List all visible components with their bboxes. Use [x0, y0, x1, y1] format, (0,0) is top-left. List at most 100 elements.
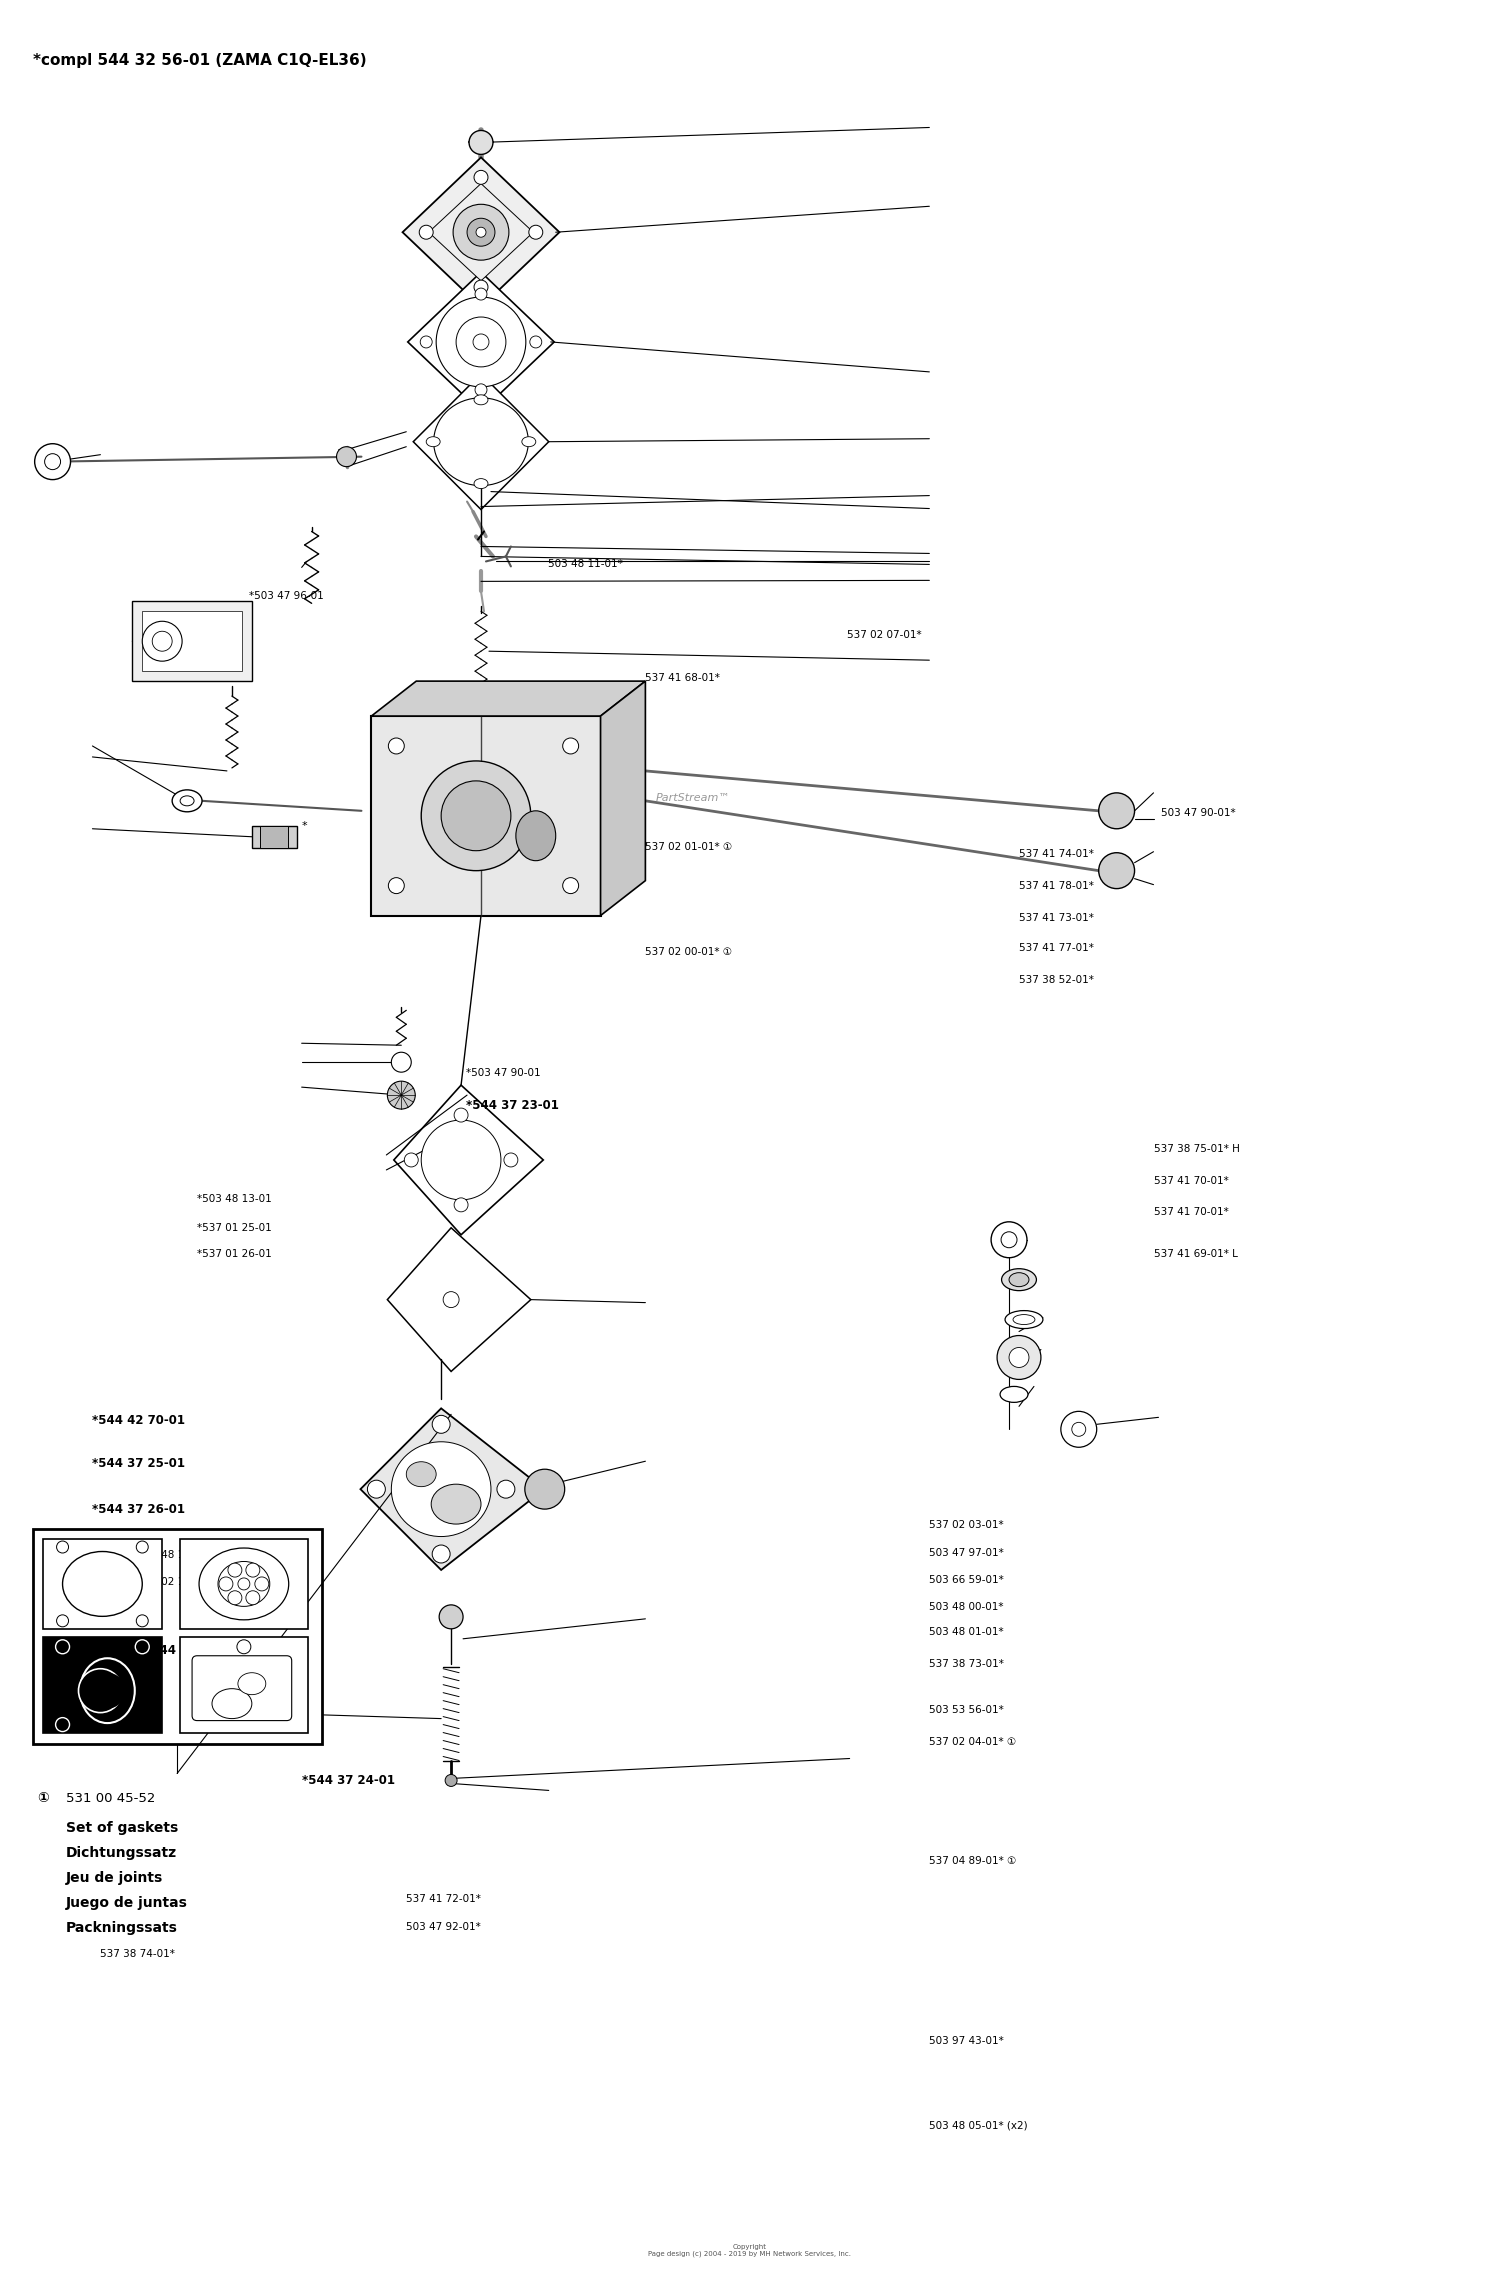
- Ellipse shape: [422, 1121, 501, 1199]
- Text: *: *: [302, 821, 307, 831]
- Text: 537 41 70-01*: 537 41 70-01*: [1154, 1176, 1228, 1185]
- Polygon shape: [394, 1085, 543, 1236]
- Polygon shape: [408, 272, 554, 412]
- Ellipse shape: [474, 396, 488, 405]
- Circle shape: [219, 1576, 232, 1590]
- Text: *503 48 18-01: *503 48 18-01: [134, 1549, 207, 1560]
- Circle shape: [136, 1615, 148, 1627]
- Circle shape: [336, 446, 357, 467]
- Ellipse shape: [1000, 1387, 1028, 1403]
- Circle shape: [1072, 1423, 1086, 1437]
- Bar: [132, 602, 252, 682]
- Ellipse shape: [474, 478, 488, 490]
- Text: 537 41 68-01*: 537 41 68-01*: [645, 673, 720, 684]
- Circle shape: [1098, 794, 1134, 828]
- Polygon shape: [600, 682, 645, 915]
- Ellipse shape: [406, 1462, 436, 1487]
- Text: Set of gaskets: Set of gaskets: [66, 1821, 178, 1835]
- Text: 537 41 69-01* L: 537 41 69-01* L: [1154, 1249, 1238, 1258]
- Text: Dichtungssatz: Dichtungssatz: [66, 1846, 177, 1860]
- Ellipse shape: [80, 1659, 135, 1723]
- Circle shape: [530, 336, 542, 348]
- Text: 537 02 03-01*: 537 02 03-01*: [930, 1519, 1004, 1531]
- Ellipse shape: [217, 1560, 270, 1606]
- Circle shape: [1098, 853, 1134, 888]
- Text: *544 37 23-01: *544 37 23-01: [466, 1098, 560, 1112]
- Circle shape: [135, 1640, 148, 1654]
- Text: 531 00 45-52: 531 00 45-52: [66, 1792, 154, 1805]
- Bar: [372, 716, 600, 915]
- Text: Juego de juntas: Juego de juntas: [66, 1897, 188, 1910]
- Ellipse shape: [238, 1673, 266, 1695]
- Circle shape: [1060, 1412, 1096, 1448]
- Circle shape: [78, 1668, 123, 1714]
- Text: 503 97 43-01*: 503 97 43-01*: [930, 2036, 1004, 2045]
- Text: 537 41 74-01*: 537 41 74-01*: [1019, 849, 1094, 858]
- Text: 503 53 56-01*: 503 53 56-01*: [930, 1705, 1004, 1716]
- Circle shape: [368, 1480, 386, 1499]
- Circle shape: [474, 279, 488, 295]
- Text: Copyright
Page design (c) 2004 - 2019 by MH Network Services, Inc.: Copyright Page design (c) 2004 - 2019 by…: [648, 2245, 852, 2258]
- Text: Jeu de joints: Jeu de joints: [66, 1872, 164, 1885]
- Text: 537 41 78-01*: 537 41 78-01*: [1019, 881, 1094, 890]
- Text: *537 01 25-01: *537 01 25-01: [196, 1224, 272, 1233]
- Circle shape: [405, 1153, 418, 1167]
- Circle shape: [476, 288, 488, 300]
- Circle shape: [255, 1576, 268, 1590]
- Text: *544 37 24-01: *544 37 24-01: [302, 1773, 394, 1787]
- Circle shape: [1010, 1348, 1029, 1368]
- Circle shape: [388, 739, 405, 755]
- Circle shape: [504, 1153, 518, 1167]
- Text: 537 41 77-01*: 537 41 77-01*: [1019, 943, 1094, 952]
- Circle shape: [56, 1640, 69, 1654]
- Text: *537 01 26-01: *537 01 26-01: [196, 1249, 272, 1258]
- Ellipse shape: [211, 1689, 252, 1718]
- Text: ①: ①: [38, 1792, 50, 1805]
- Text: 503 48 05-01* (x2): 503 48 05-01* (x2): [930, 2121, 1028, 2130]
- Text: 503 48 01-01*: 503 48 01-01*: [930, 1627, 1004, 1638]
- Ellipse shape: [426, 437, 439, 446]
- Circle shape: [238, 1579, 250, 1590]
- Text: *544 37 25-01: *544 37 25-01: [93, 1457, 186, 1471]
- Circle shape: [246, 1563, 259, 1576]
- Text: *537 02 11-01: *537 02 11-01: [134, 1576, 207, 1588]
- Text: *544 37 22-01: *544 37 22-01: [144, 1645, 237, 1657]
- Text: 503 47 90-01*: 503 47 90-01*: [1161, 808, 1236, 819]
- Ellipse shape: [172, 789, 202, 812]
- Polygon shape: [387, 1229, 531, 1371]
- Text: PartStream™: PartStream™: [656, 794, 730, 803]
- Text: *544 37 26-01: *544 37 26-01: [93, 1503, 186, 1515]
- Circle shape: [474, 169, 488, 185]
- Circle shape: [142, 622, 182, 661]
- Bar: [252, 826, 297, 849]
- Ellipse shape: [200, 1549, 288, 1620]
- Circle shape: [152, 631, 172, 652]
- Ellipse shape: [430, 1485, 482, 1524]
- Circle shape: [136, 1542, 148, 1554]
- Circle shape: [446, 1775, 458, 1787]
- Text: Packningssats: Packningssats: [66, 1922, 177, 1936]
- Circle shape: [419, 224, 434, 240]
- Polygon shape: [360, 1409, 544, 1570]
- Text: *compl 544 32 56-01 (ZAMA C1Q-EL36): *compl 544 32 56-01 (ZAMA C1Q-EL36): [33, 53, 366, 69]
- Ellipse shape: [522, 437, 536, 446]
- Circle shape: [90, 1673, 126, 1709]
- Ellipse shape: [1002, 1270, 1036, 1290]
- Circle shape: [387, 1082, 416, 1110]
- Text: 503 47 97-01*: 503 47 97-01*: [930, 1547, 1004, 1558]
- Ellipse shape: [63, 1551, 142, 1615]
- Circle shape: [470, 130, 494, 153]
- Polygon shape: [414, 373, 549, 510]
- Text: 537 38 74-01*: 537 38 74-01*: [100, 1949, 176, 1959]
- Circle shape: [998, 1336, 1041, 1380]
- Circle shape: [420, 336, 432, 348]
- Bar: [33, 1528, 321, 1743]
- Ellipse shape: [1005, 1311, 1042, 1329]
- Circle shape: [440, 1604, 464, 1629]
- Text: 503 48 00-01*: 503 48 00-01*: [930, 1602, 1004, 1613]
- Ellipse shape: [392, 1441, 490, 1538]
- Polygon shape: [429, 183, 534, 281]
- Polygon shape: [402, 158, 560, 307]
- Circle shape: [562, 879, 579, 895]
- Text: 537 41 72-01*: 537 41 72-01*: [406, 1894, 482, 1904]
